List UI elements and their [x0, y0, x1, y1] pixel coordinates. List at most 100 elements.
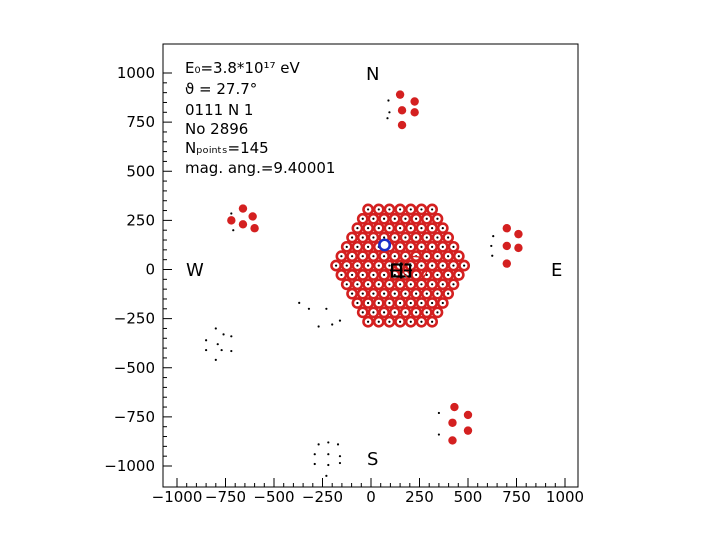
hit-detector — [372, 222, 385, 235]
hit-detector — [378, 269, 390, 281]
x-tick-label: 750 — [502, 488, 531, 506]
hit-detector — [420, 250, 433, 263]
hit-detector — [383, 278, 396, 291]
empty-detector — [437, 433, 440, 436]
empty-detector — [336, 443, 340, 446]
hit-detector — [340, 278, 353, 291]
core-red-ring — [402, 255, 428, 282]
empty-detector — [490, 244, 493, 248]
hit-detector — [436, 278, 449, 291]
direction-north: N — [366, 64, 379, 85]
hit-detector — [426, 315, 439, 328]
hit-detector — [404, 240, 417, 253]
hit-detector — [356, 287, 369, 300]
hit-detector — [362, 315, 374, 328]
hit-detector — [367, 306, 380, 319]
cluster-south — [313, 441, 342, 477]
empty-detector — [387, 99, 390, 102]
hit-detector — [431, 212, 444, 225]
axis-ticks: −1000 −750 −500 −250 0 250 500 750 1000100075050… — [104, 64, 584, 506]
hit-detector — [378, 306, 390, 319]
info-npoints: Nₚₒᵢₙₜₛ=145 — [185, 139, 269, 157]
hit-detector — [399, 306, 412, 319]
hit-detector — [431, 287, 444, 300]
event-info: E₀=3.8*10¹⁷ eV ϑ = 27.7° 0111 N 1 No 289… — [185, 59, 335, 177]
hit-detector — [415, 278, 428, 291]
empty-detector — [386, 117, 389, 120]
x-tick-label: −750 — [205, 488, 246, 506]
x-tick-label: −500 — [253, 488, 294, 506]
hit-detector — [378, 250, 390, 263]
empty-detector — [216, 343, 219, 346]
hit-detector — [431, 231, 444, 244]
hit-detector — [351, 222, 364, 235]
empty-detector — [325, 307, 328, 310]
cluster-north — [386, 90, 419, 130]
hit-detector — [502, 259, 511, 268]
hit-detector — [378, 287, 390, 300]
hit-detector — [330, 259, 342, 272]
hit-detector — [450, 402, 459, 412]
hit-detector — [351, 278, 364, 291]
hit-detector — [367, 287, 380, 300]
hit-detector — [410, 212, 423, 225]
hit-detector — [431, 250, 444, 263]
hit-detector — [356, 231, 369, 244]
hit-detector — [378, 212, 390, 225]
hit-detector — [442, 287, 455, 300]
empty-detector — [230, 349, 233, 353]
empty-detector — [338, 455, 342, 458]
hit-detector — [420, 306, 433, 319]
hit-detector — [395, 90, 405, 99]
hit-detector — [514, 229, 523, 239]
info-zenith: ϑ = 27.7° — [185, 80, 257, 98]
detector-array — [298, 203, 471, 328]
hit-detector — [248, 212, 257, 221]
empty-detector — [298, 301, 301, 305]
empty-detector — [205, 339, 208, 342]
detector-clusters — [205, 90, 523, 477]
x-tick-label: 250 — [405, 488, 434, 506]
hit-detector — [514, 243, 523, 253]
hit-detector — [431, 269, 444, 281]
info-mag-angle: mag. ang.=9.40001 — [185, 159, 335, 177]
hit-detector — [388, 287, 401, 300]
special-markers — [378, 238, 428, 282]
hit-detector — [227, 216, 236, 225]
hit-detector — [448, 418, 457, 427]
hit-detector — [388, 212, 401, 225]
hit-detector — [410, 97, 419, 106]
hit-detector — [362, 278, 374, 291]
hit-detector — [372, 203, 385, 216]
y-tick-label: −750 — [114, 408, 155, 426]
empty-detector — [313, 453, 316, 456]
hit-detector — [356, 269, 369, 281]
y-tick-label: −500 — [114, 359, 155, 377]
hit-detector — [394, 297, 406, 309]
empty-detector — [338, 461, 342, 465]
empty-detector — [232, 229, 235, 232]
hit-detector — [351, 297, 364, 309]
empty-detector — [313, 462, 316, 466]
hit-detector — [335, 269, 348, 281]
hit-detector — [362, 240, 374, 253]
hit-detector — [447, 259, 460, 272]
info-energy: E₀=3.8*10¹⁷ eV — [185, 59, 301, 77]
hit-detector — [426, 203, 439, 216]
empty-detector — [437, 411, 440, 415]
hit-detector — [388, 306, 401, 319]
hit-detector — [426, 297, 439, 309]
hit-detector — [356, 306, 369, 319]
shower-core-marker — [390, 262, 413, 279]
hit-detector — [436, 259, 449, 272]
hit-detector — [399, 231, 412, 244]
cluster-east — [490, 224, 523, 268]
hit-detector — [399, 287, 412, 300]
empty-detector — [325, 474, 328, 477]
direction-west: W — [186, 260, 204, 281]
hit-detector — [346, 250, 358, 263]
empty-detector — [338, 319, 342, 322]
hit-detector — [410, 231, 423, 244]
info-number: No 2896 — [185, 120, 248, 138]
empty-detector — [327, 463, 330, 467]
